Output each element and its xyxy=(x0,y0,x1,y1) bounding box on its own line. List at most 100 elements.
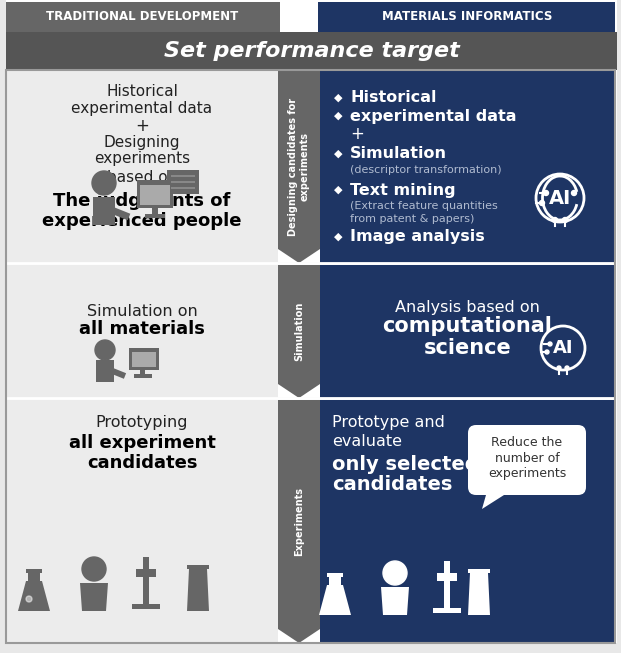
Text: Prototype and: Prototype and xyxy=(332,415,445,430)
Polygon shape xyxy=(18,581,50,611)
Bar xyxy=(28,573,40,581)
Bar xyxy=(171,175,195,177)
Circle shape xyxy=(543,191,548,195)
Text: Text mining: Text mining xyxy=(350,182,456,197)
Bar xyxy=(6,70,278,263)
FancyArrow shape xyxy=(104,365,126,379)
Text: computational: computational xyxy=(383,317,553,336)
Polygon shape xyxy=(319,585,351,615)
Text: Set performance target: Set performance target xyxy=(163,41,460,61)
Circle shape xyxy=(82,557,106,581)
Text: Simulation: Simulation xyxy=(350,146,447,161)
Bar xyxy=(6,32,617,70)
Bar xyxy=(132,604,160,609)
Bar xyxy=(129,348,159,370)
Bar xyxy=(187,565,209,569)
Text: Image analysis: Image analysis xyxy=(350,229,485,244)
Bar xyxy=(136,569,156,577)
Text: all materials: all materials xyxy=(79,319,205,338)
Polygon shape xyxy=(482,495,504,509)
Bar xyxy=(137,180,173,208)
Polygon shape xyxy=(278,265,320,398)
Bar xyxy=(318,2,615,32)
Bar xyxy=(6,70,615,643)
Bar xyxy=(327,573,343,577)
Bar xyxy=(6,265,278,398)
Circle shape xyxy=(26,596,32,602)
Text: evaluate: evaluate xyxy=(332,434,402,449)
Bar xyxy=(171,187,195,189)
Text: experimental data: experimental data xyxy=(350,108,517,123)
Text: Simulation on: Simulation on xyxy=(86,304,197,319)
Circle shape xyxy=(95,340,115,360)
Text: candidates: candidates xyxy=(332,475,452,494)
Text: candidates: candidates xyxy=(87,454,197,472)
Text: Prototyping: Prototyping xyxy=(96,415,188,430)
FancyArrow shape xyxy=(102,204,130,220)
Text: experimental data: experimental data xyxy=(71,101,212,116)
Circle shape xyxy=(571,191,576,195)
Text: ◆: ◆ xyxy=(334,149,343,159)
Bar xyxy=(171,181,195,183)
Text: MATERIALS INFORMATICS: MATERIALS INFORMATICS xyxy=(383,10,553,24)
Text: (Extract feature quantities: (Extract feature quantities xyxy=(350,201,498,211)
Bar xyxy=(320,70,615,263)
Bar xyxy=(320,400,615,643)
Polygon shape xyxy=(278,400,320,643)
Bar xyxy=(329,577,341,585)
Text: Historical: Historical xyxy=(350,91,437,106)
Bar xyxy=(433,608,461,613)
Text: +: + xyxy=(350,125,364,143)
Polygon shape xyxy=(159,192,175,200)
Text: all experiment: all experiment xyxy=(68,434,215,452)
Polygon shape xyxy=(278,70,320,263)
Bar xyxy=(444,561,450,573)
Text: +: + xyxy=(135,117,149,135)
Circle shape xyxy=(565,366,569,370)
FancyBboxPatch shape xyxy=(468,425,586,495)
Bar xyxy=(140,369,145,376)
Text: Reduce the
number of
experiments: Reduce the number of experiments xyxy=(488,436,566,479)
FancyArrow shape xyxy=(93,197,115,225)
Text: Designing candidates for
experiments: Designing candidates for experiments xyxy=(288,97,310,236)
Circle shape xyxy=(545,350,549,354)
Text: AI: AI xyxy=(549,189,571,208)
Text: Simulation: Simulation xyxy=(294,302,304,361)
Bar xyxy=(444,578,450,608)
Text: from patent & papers): from patent & papers) xyxy=(350,214,474,224)
Circle shape xyxy=(557,366,561,370)
Text: ◆: ◆ xyxy=(334,111,343,121)
Text: Experiments: Experiments xyxy=(294,487,304,556)
Circle shape xyxy=(540,200,545,206)
Text: TRADITIONAL DEVELOPMENT: TRADITIONAL DEVELOPMENT xyxy=(46,10,238,24)
Bar xyxy=(167,170,199,194)
Text: based on: based on xyxy=(107,170,177,185)
Bar xyxy=(145,214,165,218)
Bar xyxy=(6,400,278,643)
Text: ◆: ◆ xyxy=(334,232,343,242)
Bar xyxy=(132,352,156,367)
Text: The judgments of: The judgments of xyxy=(53,192,230,210)
Bar xyxy=(152,208,158,216)
Text: Analysis based on: Analysis based on xyxy=(395,300,540,315)
Bar xyxy=(143,557,149,569)
Bar xyxy=(140,185,170,205)
Circle shape xyxy=(327,600,333,606)
Bar xyxy=(143,574,149,604)
Circle shape xyxy=(383,561,407,585)
Text: (descriptor transformation): (descriptor transformation) xyxy=(350,165,502,175)
Bar xyxy=(320,265,615,398)
Bar xyxy=(26,569,42,573)
Bar xyxy=(437,573,457,581)
Polygon shape xyxy=(468,573,490,615)
Bar xyxy=(468,569,490,573)
Circle shape xyxy=(563,217,568,223)
Text: ◆: ◆ xyxy=(334,185,343,195)
Text: Designing: Designing xyxy=(104,136,180,150)
Text: experiments: experiments xyxy=(94,151,190,167)
Bar xyxy=(6,2,280,32)
Polygon shape xyxy=(381,587,409,615)
Text: Historical: Historical xyxy=(106,84,178,99)
Polygon shape xyxy=(80,583,108,611)
FancyArrow shape xyxy=(96,360,114,382)
